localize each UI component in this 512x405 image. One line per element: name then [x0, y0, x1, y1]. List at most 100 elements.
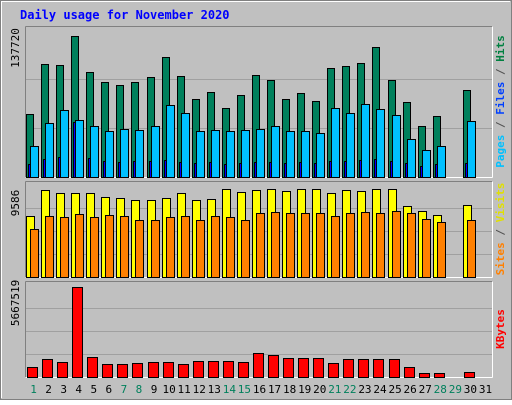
bar-pages-day-12 — [196, 131, 205, 178]
bar-sites-day-17 — [271, 212, 280, 278]
bar-kbytes-day-13 — [208, 361, 219, 378]
panel-kbytes-series-label: KBytes — [494, 309, 507, 349]
panel-hits-series-label-part: Pages — [494, 135, 507, 168]
bar-kbytes-day-24 — [373, 359, 384, 378]
bar-kbytes-day-14 — [223, 361, 234, 378]
panel-visits-series-label-part: Sites — [494, 242, 507, 275]
bar-pages-day-21 — [331, 108, 340, 178]
bar-sites-day-11 — [181, 216, 190, 278]
bar-sites-day-5 — [90, 217, 99, 278]
bar-sites-day-20 — [316, 213, 325, 278]
bar-pages-day-26 — [407, 139, 416, 178]
bar-kbytes-day-28 — [434, 373, 445, 378]
bar-pages-day-2 — [45, 123, 54, 178]
bar-kbytes-day-30 — [464, 372, 475, 378]
bar-kbytes-day-23 — [358, 359, 369, 378]
bar-sites-day-2 — [45, 216, 54, 278]
bar-sites-day-26 — [407, 213, 416, 278]
panel-hits-series-label-part: / — [494, 115, 507, 135]
bar-pages-day-17 — [271, 126, 280, 178]
day-label-24: 24 — [373, 383, 387, 396]
bar-kbytes-day-25 — [389, 359, 400, 378]
bar-sites-day-21 — [331, 216, 340, 278]
day-label-19: 19 — [298, 383, 311, 396]
bar-sites-day-3 — [60, 217, 69, 278]
bar-pages-day-30 — [467, 121, 476, 178]
panel-kbytes-series-label-part: KBytes — [494, 309, 507, 349]
bar-pages-day-24 — [376, 109, 385, 178]
bar-pages-day-15 — [241, 130, 250, 178]
bar-kbytes-day-4 — [72, 287, 83, 378]
bar-kbytes-day-12 — [193, 361, 204, 378]
panel-hits-series-label: Pages / Files / Hits — [494, 35, 507, 168]
bar-sites-day-1 — [30, 229, 39, 278]
bar-sites-day-12 — [196, 220, 205, 278]
bar-pages-day-11 — [181, 113, 190, 178]
bar-kbytes-day-26 — [404, 367, 415, 378]
day-label-9: 9 — [151, 383, 158, 396]
day-label-1: 1 — [30, 383, 37, 396]
bar-kbytes-day-1 — [27, 367, 38, 378]
bar-kbytes-day-7 — [117, 364, 128, 378]
bar-pages-day-4 — [75, 120, 84, 178]
bar-sites-day-4 — [75, 214, 84, 278]
bar-kbytes-day-17 — [268, 355, 279, 378]
x-axis-day-labels: 1 2 3 4 5 6 7 8 9 10 11 12 13 14 15 16 17 18 19 20 21 22 23 24 2… — [30, 383, 492, 396]
day-label-23: 23 — [358, 383, 371, 396]
day-label-25: 25 — [388, 383, 401, 396]
bar-pages-day-23 — [361, 104, 370, 178]
day-label-26: 26 — [404, 383, 417, 396]
day-label-18: 18 — [283, 383, 296, 396]
day-label-7: 7 — [121, 383, 128, 396]
bar-pages-day-9 — [151, 126, 160, 178]
bar-kbytes-day-22 — [343, 359, 354, 378]
panel-hits: 137720 Pages / Files / Hits — [9, 26, 507, 178]
bar-sites-day-18 — [286, 213, 295, 278]
bar-kbytes-day-10 — [163, 362, 174, 378]
day-label-14: 14 — [223, 383, 237, 396]
bar-kbytes-day-19 — [298, 358, 309, 378]
day-label-21: 21 — [328, 383, 341, 396]
bar-kbytes-day-11 — [178, 364, 189, 378]
bar-pages-day-19 — [301, 131, 310, 178]
bar-sites-day-14 — [226, 217, 235, 278]
panel-hits-series-label-part: Hits — [494, 35, 507, 62]
bar-pages-day-8 — [135, 130, 144, 178]
day-label-12: 12 — [193, 383, 206, 396]
chart-panels: 137720 Pages / Files / Hits 9586 Sites / Vi… — [9, 26, 507, 378]
day-label-4: 4 — [75, 383, 82, 396]
bar-pages-day-14 — [226, 131, 235, 178]
day-label-8: 8 — [136, 383, 143, 396]
bar-pages-day-22 — [346, 113, 355, 178]
bar-sites-day-7 — [120, 216, 129, 278]
bar-pages-day-1 — [30, 146, 39, 178]
bar-kbytes-day-16 — [253, 353, 264, 378]
bar-sites-day-9 — [151, 220, 160, 278]
panel-visits-series-label-part: / — [494, 222, 507, 242]
panel-visits-max-label: 9586 — [9, 190, 22, 217]
day-label-2: 2 — [45, 383, 52, 396]
panel-visits-series-label: Sites / Visits — [494, 183, 507, 276]
day-label-16: 16 — [253, 383, 266, 396]
bar-kbytes-day-21 — [328, 363, 339, 378]
bar-kbytes-day-5 — [87, 357, 98, 378]
panel-hits-max-label: 137720 — [9, 28, 22, 68]
bar-kbytes-day-3 — [57, 362, 68, 378]
bar-sites-day-22 — [346, 213, 355, 278]
bar-pages-day-28 — [437, 146, 446, 178]
panel-kbytes: 5667519 KBytes — [9, 280, 507, 378]
bar-sites-day-30 — [467, 220, 476, 278]
bar-sites-day-10 — [166, 217, 175, 278]
bar-kbytes-day-15 — [238, 362, 249, 378]
day-label-28: 28 — [434, 383, 447, 396]
bar-pages-day-7 — [120, 129, 129, 178]
chart-title: Daily usage for November 2020 — [20, 8, 230, 22]
day-label-31: 31 — [479, 383, 492, 396]
day-label-13: 13 — [208, 383, 221, 396]
bar-pages-day-13 — [211, 130, 220, 178]
bar-sites-day-6 — [105, 215, 114, 278]
panel-hits-series-label-part: Files — [494, 82, 507, 115]
bar-pages-day-16 — [256, 129, 265, 178]
